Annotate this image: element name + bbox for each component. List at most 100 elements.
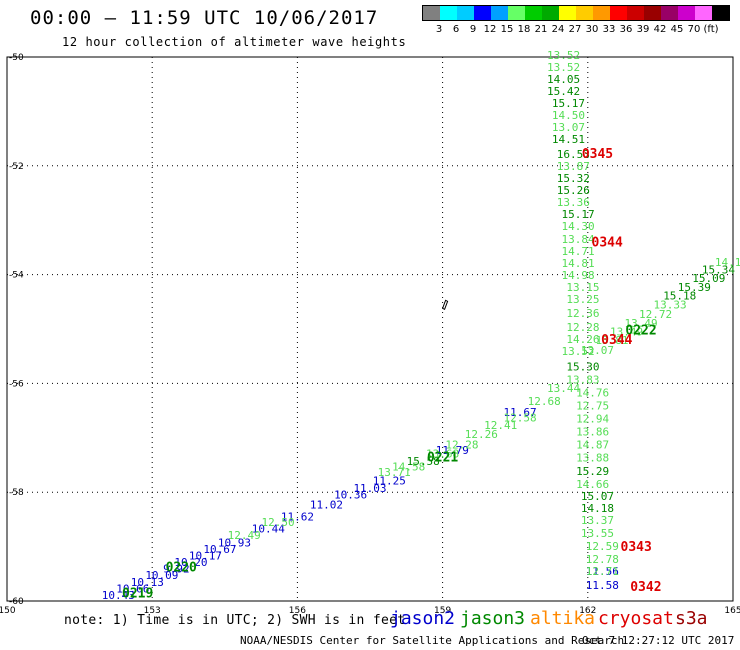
wave-height-label: 13.71 — [378, 466, 411, 479]
wave-height-label: 13.83 — [566, 373, 599, 386]
wave-height-label: 13.49 — [624, 317, 657, 330]
wave-height-label: 12.28 — [445, 439, 478, 452]
color-swatch — [423, 6, 440, 20]
time-label: 0344 — [592, 235, 623, 250]
color-swatch — [593, 6, 610, 20]
color-swatch — [661, 6, 678, 20]
wave-height-label: 14.30 — [562, 220, 595, 233]
wave-height-label: 13.25 — [566, 293, 599, 306]
wave-height-label: 14.76 — [576, 386, 609, 399]
color-swatch — [559, 6, 576, 20]
color-swatch — [491, 6, 508, 20]
wave-height-label: 13.52 — [547, 61, 580, 74]
y-tick-label: -52 — [9, 162, 24, 172]
time-label: 0342 — [630, 580, 661, 595]
wave-height-label: 14.18 — [581, 502, 614, 515]
wave-height-label: 11.56 — [586, 565, 619, 578]
time-label: 0220 — [166, 561, 197, 576]
wave-height-label: 10.67 — [203, 543, 236, 556]
wave-height-label: 10.93 — [218, 537, 251, 550]
color-swatch — [576, 6, 593, 20]
wave-height-label: 12.72 — [639, 308, 672, 321]
wave-height-label: 10.36 — [334, 489, 367, 502]
time-label: 0219 — [122, 587, 153, 602]
color-scale-label: 36 — [620, 24, 633, 35]
color-scale-label: 27 — [569, 24, 582, 35]
wave-height-label: 10.13 — [131, 576, 164, 589]
wave-height-label: 15.30 — [566, 360, 599, 373]
time-label: 0222 — [625, 323, 656, 338]
x-tick-label: 162 — [579, 606, 596, 616]
wave-height-label: 12.26 — [465, 428, 498, 441]
chart-subtitle: 12 hour collection of altimeter wave hei… — [62, 35, 407, 49]
wave-height-label: 10.17 — [189, 550, 222, 563]
color-scale-label: 30 — [586, 24, 599, 35]
y-tick-label: -58 — [9, 488, 24, 498]
y-tick-label: -54 — [9, 271, 24, 281]
wave-height-label: 11.25 — [373, 475, 406, 488]
wave-height-label: 11.02 — [310, 499, 343, 512]
wave-height-label: 15.09 — [692, 272, 725, 285]
wave-height-label: 14.51 — [552, 133, 585, 146]
color-scale-label: (ft) — [703, 24, 718, 35]
wave-height-label: 12.59 — [586, 540, 619, 553]
wave-height-label: 10.44 — [252, 522, 285, 535]
timestamp-text: Oct 7 12:27:12 UTC 2017 — [582, 634, 735, 647]
wave-height-label: 15.58 — [407, 455, 440, 468]
color-scale-label: 39 — [637, 24, 650, 35]
wave-height-label: 13.84 — [562, 233, 595, 246]
wave-height-label: 11.79 — [436, 444, 469, 457]
wave-height-label: 10.09 — [145, 569, 178, 582]
wave-height-label: 13.52 — [547, 49, 580, 62]
color-scale-labels: 3 6 9 12 15 18 21 24 27 30 33 36 39 42 45 70 (ft) — [436, 24, 719, 35]
color-swatch — [644, 6, 661, 20]
wave-height-label: 14.58 — [392, 460, 425, 473]
sat-legend-altika: altika — [530, 608, 596, 629]
color-swatch — [695, 6, 712, 20]
wave-height-label: 12.94 — [576, 413, 609, 426]
wave-height-label: 15.34 — [702, 264, 735, 277]
color-swatch — [525, 6, 542, 20]
wave-height-label: 13.87 — [557, 160, 590, 173]
color-swatch — [627, 6, 644, 20]
wave-height-label: 15.39 — [678, 281, 711, 294]
wave-height-label: 16.53 — [557, 148, 590, 161]
wave-height-label: 13.68 — [426, 447, 459, 460]
wave-height-label: 15.17 — [552, 97, 585, 110]
wave-height-label: 14.98 — [562, 269, 595, 282]
wave-height-label: 11.58 — [586, 579, 619, 592]
wave-height-label: 15.18 — [663, 290, 696, 303]
wave-height-label: 11.03 — [353, 482, 386, 495]
wave-height-label: 12.41 — [484, 419, 517, 432]
color-scale-label: 6 — [453, 24, 459, 35]
wave-height-label: 14.81 — [562, 257, 595, 270]
wave-height-label: 13.52 — [562, 345, 595, 358]
time-label: 0344 — [601, 333, 632, 348]
color-swatch — [610, 6, 627, 20]
color-scale-label: 70 — [688, 24, 701, 35]
wave-height-label: 15.32 — [557, 172, 590, 185]
time-label: 0343 — [621, 540, 652, 555]
x-tick-label: 165 — [724, 606, 740, 616]
y-tick-label: -60 — [9, 597, 24, 607]
color-scale-bar — [422, 5, 730, 21]
wave-height-label: 11.67 — [503, 406, 536, 419]
sat-legend-cryosat: cryosat — [598, 608, 674, 629]
wave-height-label: 14.50 — [552, 109, 585, 122]
wave-height-label: 14.26 — [566, 333, 599, 346]
wave-height-label: 12.58 — [503, 411, 536, 424]
wave-height-label: 13.37 — [581, 514, 614, 527]
wave-height-label: 12.68 — [528, 395, 561, 408]
sat-legend-jason2: jason2 — [390, 608, 456, 629]
wave-height-label: 10.20 — [174, 556, 207, 569]
y-tick-label: -56 — [9, 379, 24, 389]
color-swatch — [678, 6, 695, 20]
time-label: 0345 — [582, 147, 613, 162]
wave-height-label: 12.75 — [576, 400, 609, 413]
color-scale-label: 15 — [501, 24, 514, 35]
wave-height-label: 13.07 — [552, 121, 585, 134]
wave-height-label: 12.71 — [586, 565, 619, 578]
time-label: 0221 — [427, 451, 458, 466]
color-scale-label: 9 — [470, 24, 476, 35]
wave-height-label: 15.29 — [576, 465, 609, 478]
